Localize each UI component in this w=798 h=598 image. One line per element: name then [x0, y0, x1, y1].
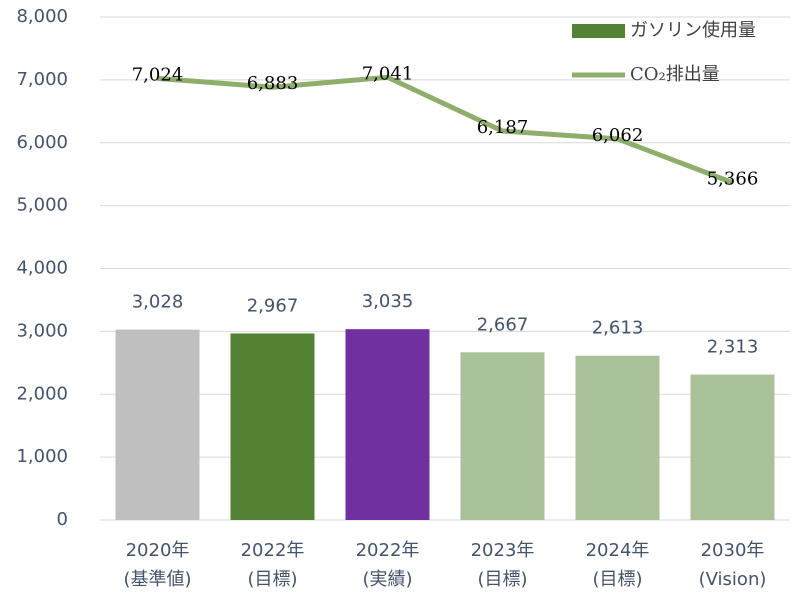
bar	[230, 333, 315, 520]
y-tick-label: 5,000	[16, 195, 68, 216]
bar	[115, 329, 200, 520]
line	[157, 74, 734, 185]
y-tick-label: 6,000	[16, 132, 68, 153]
y-tick-label: 2,000	[16, 383, 68, 404]
x-tick-label: 2022年	[356, 540, 420, 561]
y-tick-label: 4,000	[16, 258, 68, 279]
line-value-label: 5,366	[707, 169, 759, 190]
bar-value-label: 2,313	[707, 337, 759, 358]
line-value-label: 6,883	[247, 73, 299, 94]
line-value-label: 6,062	[592, 125, 644, 146]
y-tick-label: 0	[57, 509, 68, 530]
bar-value-label: 2,967	[247, 295, 299, 316]
x-tick-label: (目標)	[477, 569, 527, 590]
x-tick-label: 2030年	[701, 540, 765, 561]
x-tick-label: (目標)	[247, 569, 297, 590]
y-tick-label: 3,000	[16, 320, 68, 341]
bar-value-label: 2,613	[592, 318, 644, 339]
legend-label: CO₂排出量	[630, 64, 720, 85]
bar-value-label: 2,667	[477, 314, 529, 335]
x-tick-label: (Vision)	[699, 569, 767, 590]
y-tick-label: 7,000	[16, 69, 68, 90]
bar-value-label: 3,035	[362, 291, 414, 312]
y-tick-label: 8,000	[16, 6, 68, 27]
x-tick-label: 2024年	[586, 540, 650, 561]
bar	[460, 352, 545, 520]
x-tick-label: (目標)	[592, 569, 642, 590]
bar	[690, 374, 775, 520]
legend-swatch	[572, 24, 625, 38]
y-tick-label: 1,000	[16, 446, 68, 467]
bar	[345, 329, 430, 520]
bar-value-label: 3,028	[132, 292, 184, 313]
line-value-label: 6,187	[477, 117, 529, 138]
line-value-label: 7,041	[362, 63, 414, 84]
legend-label: ガソリン使用量	[630, 20, 756, 41]
line-value-label: 7,024	[132, 64, 184, 85]
x-tick-label: 2022年	[241, 540, 305, 561]
x-tick-label: 2020年	[126, 540, 190, 561]
bar	[575, 355, 660, 520]
x-tick-label: (基準値)	[123, 569, 191, 590]
x-tick-label: 2023年	[471, 540, 535, 561]
x-tick-label: (実績)	[362, 569, 412, 590]
